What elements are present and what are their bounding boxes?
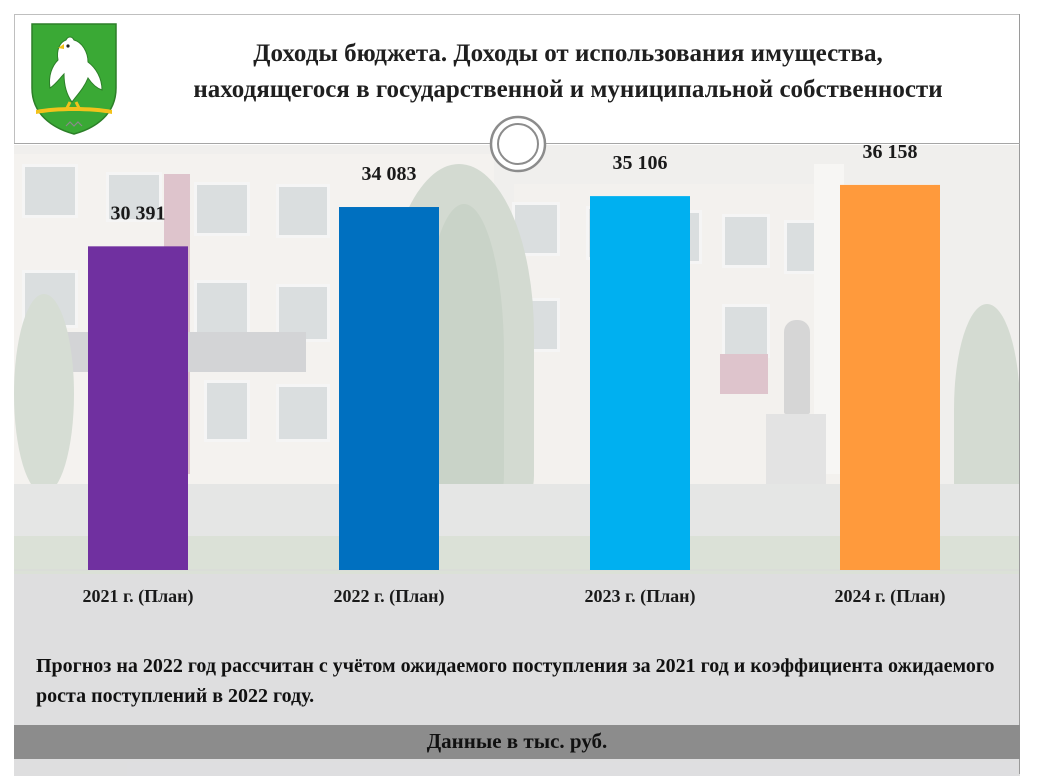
units-note: Данные в тыс. руб. xyxy=(426,729,608,753)
ring-icon xyxy=(489,115,547,173)
category-label: 2024 г. (План) xyxy=(834,586,945,607)
bar xyxy=(339,207,439,570)
page-title: Доходы бюджета. Доходы от использования … xyxy=(128,36,1008,108)
frame-left-line xyxy=(14,14,15,144)
category-label: 2022 г. (План) xyxy=(333,586,444,607)
data-label: 36 158 xyxy=(863,141,918,163)
title-line-1: Доходы бюджета. Доходы от использования … xyxy=(253,40,883,67)
forecast-note: Прогноз на 2022 год рассчитан с учётом о… xyxy=(36,655,995,707)
data-label: 35 106 xyxy=(613,152,668,174)
frame-right-line xyxy=(1019,14,1020,774)
bar xyxy=(590,196,690,570)
bar xyxy=(88,246,188,570)
coat-of-arms-icon xyxy=(31,23,117,135)
title-line-2: находящегося в государственной и муницип… xyxy=(193,76,943,103)
footer-bar: Данные в тыс. руб. xyxy=(14,725,1020,759)
data-label: 34 083 xyxy=(362,163,417,185)
bar xyxy=(840,184,940,570)
category-label: 2023 г. (План) xyxy=(584,586,695,607)
category-label: 2021 г. (План) xyxy=(82,586,193,607)
data-label: 30 391 xyxy=(111,202,166,224)
